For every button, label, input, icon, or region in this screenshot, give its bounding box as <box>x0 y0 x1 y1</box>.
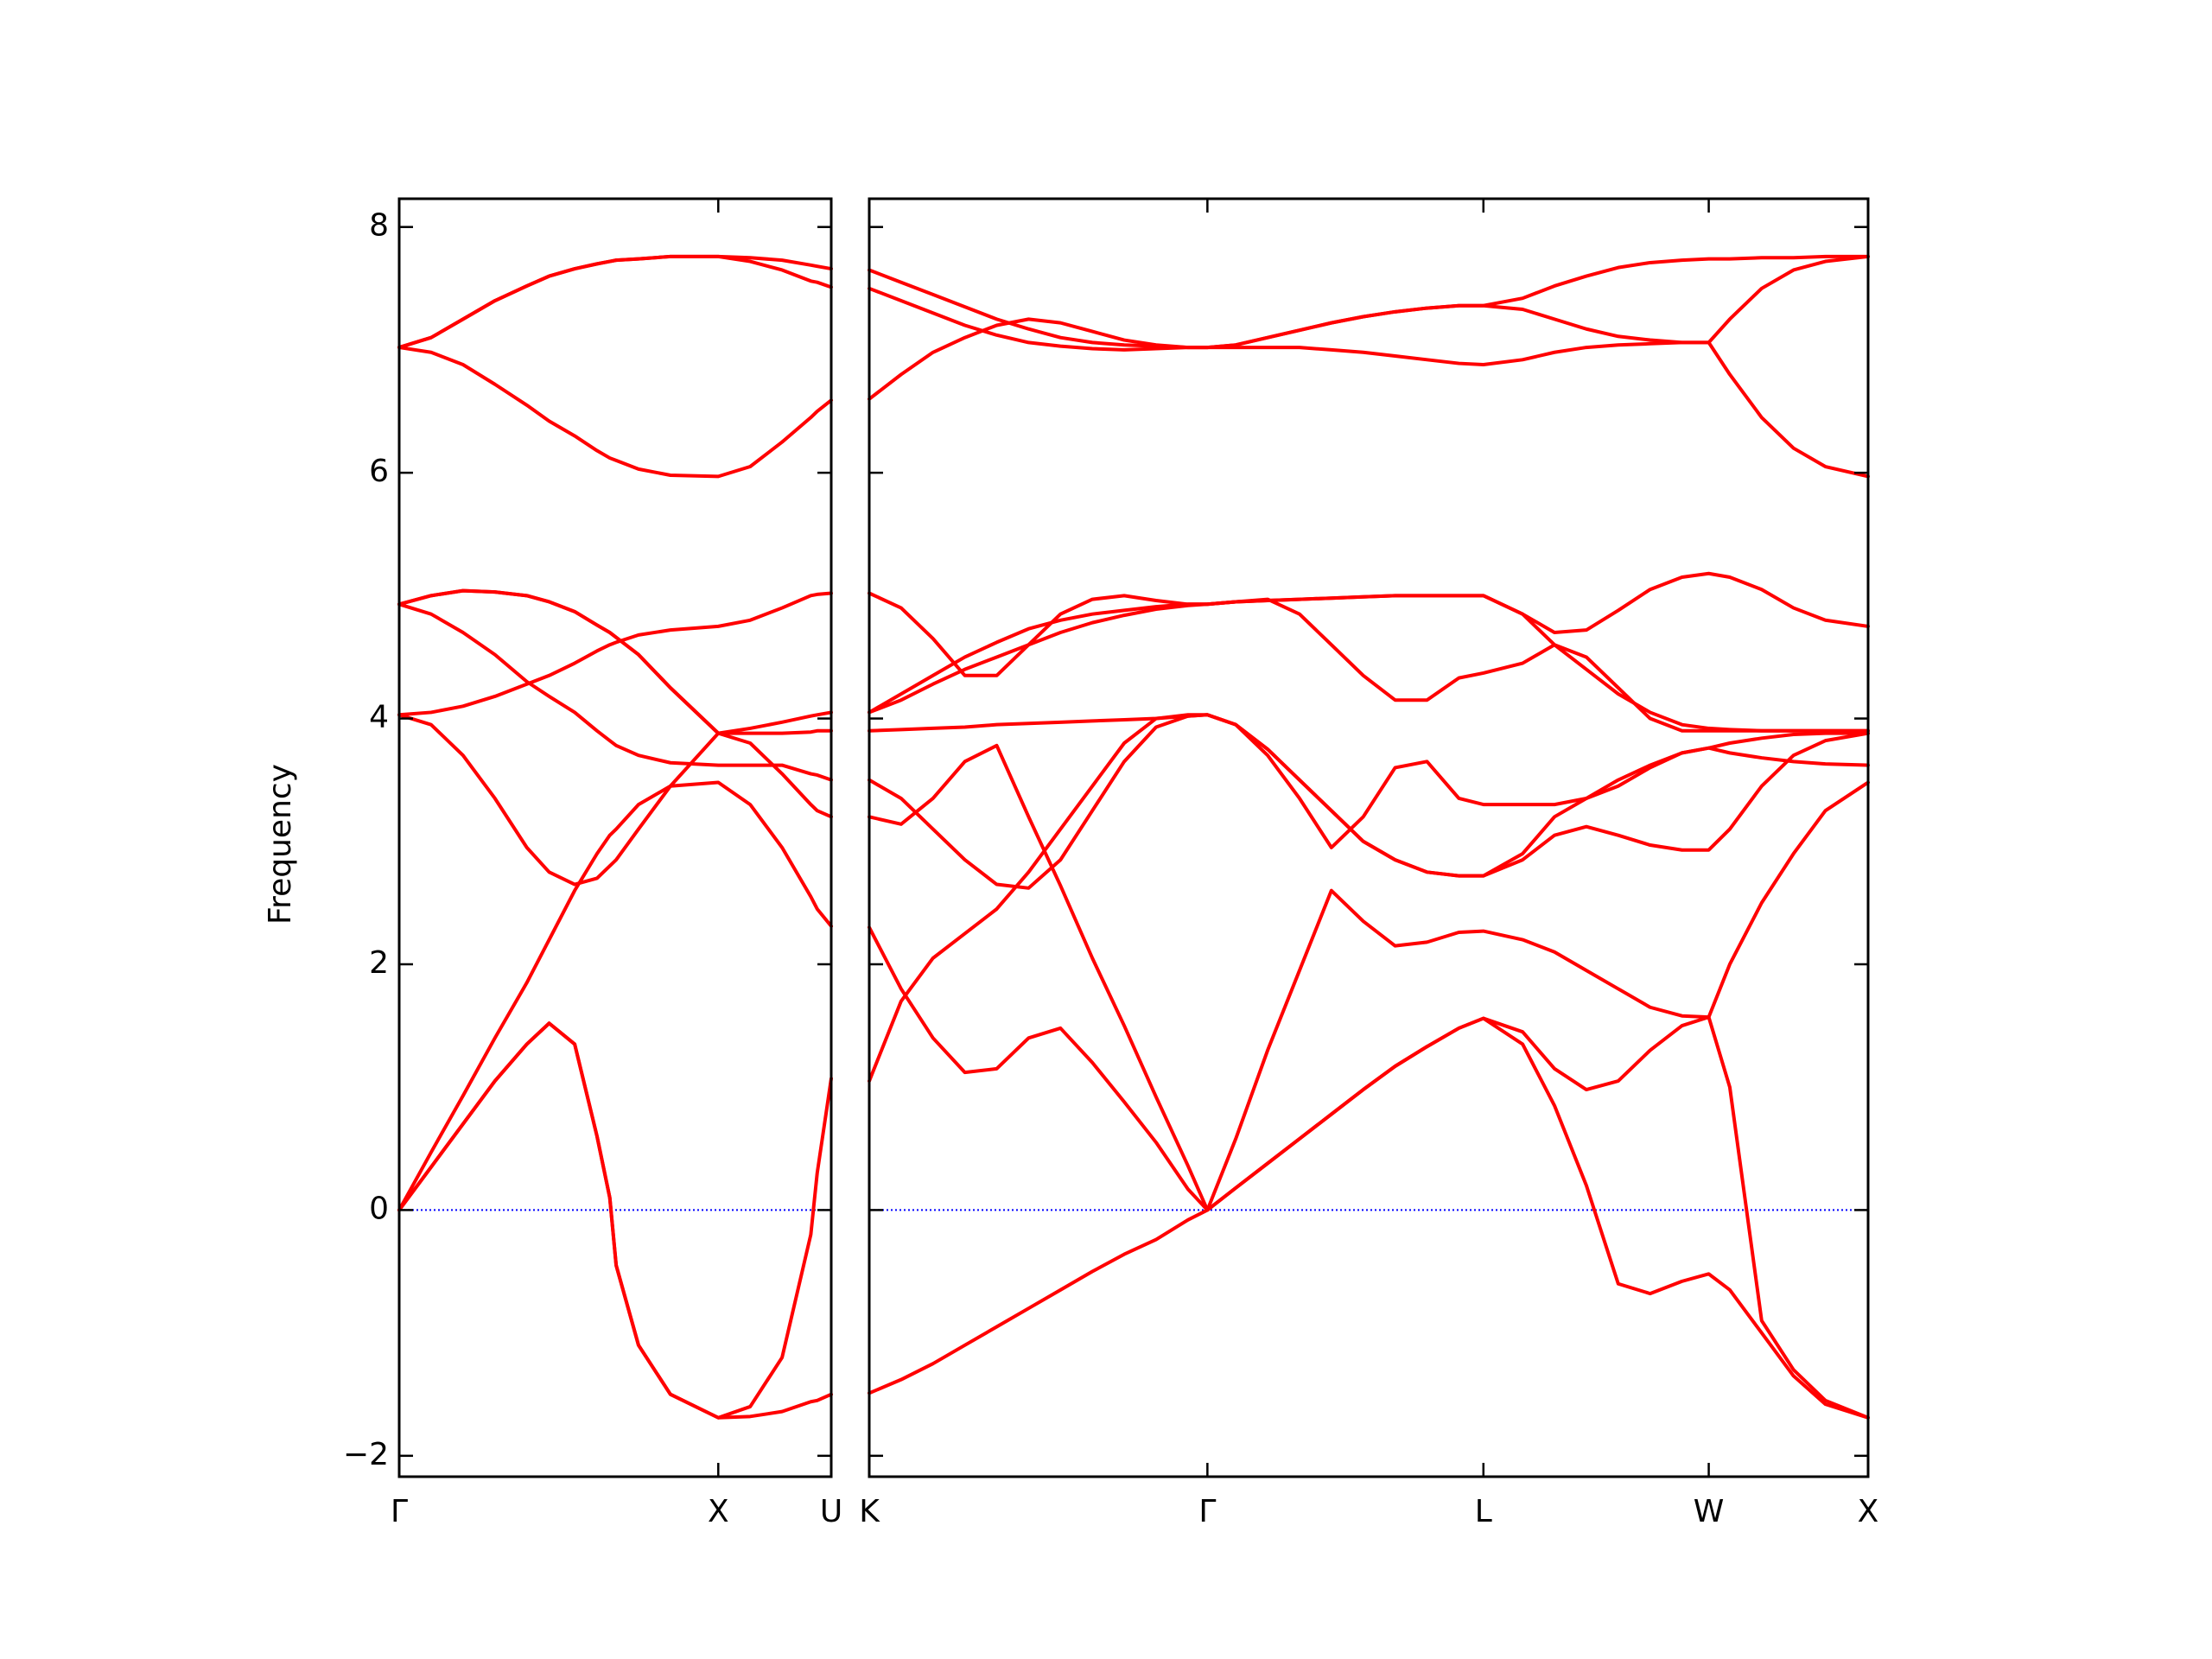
x-tick-label: W <box>1694 1494 1725 1529</box>
band-line <box>868 780 1870 1212</box>
band-line <box>397 591 833 717</box>
band-line <box>868 286 1870 479</box>
band-line <box>397 346 833 479</box>
y-tick-label: 2 <box>369 945 389 981</box>
band-line <box>868 591 1870 733</box>
y-tick-label: 4 <box>369 700 389 735</box>
plot-frame <box>868 197 1870 1478</box>
x-tick-label: K <box>859 1494 880 1529</box>
y-tick-label: 0 <box>369 1191 389 1226</box>
x-tick-label: Γ <box>1198 1494 1216 1529</box>
plot-frame <box>397 197 833 1478</box>
x-tick-label: Γ <box>391 1494 408 1529</box>
band-line <box>397 1021 833 1420</box>
x-tick-label: X <box>1858 1494 1879 1529</box>
band-line <box>397 588 833 735</box>
band-line <box>868 254 1870 350</box>
band-line <box>868 571 1870 715</box>
band-line <box>397 254 833 350</box>
y-tick-label: 8 <box>369 208 389 244</box>
x-tick-label: X <box>708 1494 729 1529</box>
y-tick-label: 6 <box>369 454 389 489</box>
y-tick-label: −2 <box>343 1437 389 1472</box>
band-line <box>397 713 833 887</box>
band-line <box>397 602 833 782</box>
x-tick-label: U <box>820 1494 842 1529</box>
band-line <box>868 713 1870 878</box>
band-line <box>868 743 1870 1420</box>
y-axis-label: Frequency <box>263 764 298 925</box>
band-line <box>397 780 833 1212</box>
x-tick-label: L <box>1475 1494 1492 1529</box>
